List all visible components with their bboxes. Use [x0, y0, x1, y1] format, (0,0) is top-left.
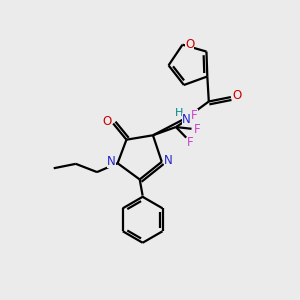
Text: O: O	[102, 115, 111, 128]
Text: H: H	[175, 108, 184, 118]
Text: F: F	[187, 136, 194, 149]
Text: F: F	[191, 109, 198, 122]
Text: N: N	[182, 113, 190, 126]
Text: F: F	[194, 123, 201, 136]
Text: O: O	[233, 89, 242, 102]
Text: N: N	[164, 154, 172, 167]
Text: O: O	[185, 38, 194, 51]
Text: N: N	[107, 155, 116, 168]
